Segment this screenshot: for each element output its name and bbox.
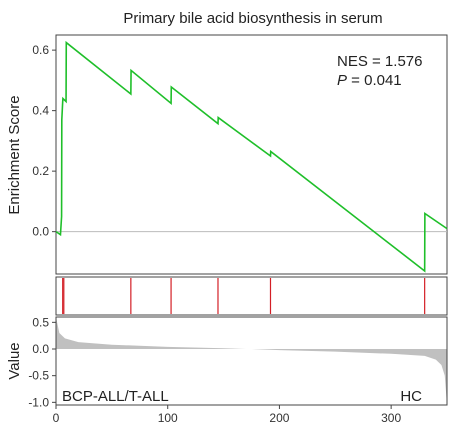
x-tick-label: 0	[53, 411, 60, 425]
hits-panel-frame	[55, 276, 448, 316]
value-y-tick-label: -1.0	[28, 395, 49, 409]
gene-hits-panel	[55, 276, 448, 316]
es-y-tick-label: 0.2	[32, 164, 49, 178]
chart-title: Primary bile acid biosynthesis in serum	[123, 10, 382, 27]
x-axis-ticks: 0 100 200 300	[53, 405, 401, 425]
x-tick-label: 100	[158, 411, 178, 425]
enrichment-score-line	[55, 40, 448, 273]
group-right-label: HC	[400, 388, 422, 405]
es-y-ticks: 0.0 0.2 0.4 0.6	[32, 43, 56, 239]
es-y-tick-label: 0.4	[32, 104, 49, 118]
es-panel-frame	[55, 34, 448, 275]
p-value-label: P = 0.041	[337, 72, 402, 89]
value-y-tick-label: 0.0	[32, 342, 49, 356]
ranked-value-panel: -1.0 -0.5 0.0 0.5 Value BCP-ALL/T-ALL HC	[6, 315, 448, 409]
value-y-tick-label: -0.5	[28, 369, 49, 383]
value-panel-frame	[55, 316, 448, 406]
p-value: = 0.041	[347, 72, 402, 89]
x-tick-label: 300	[381, 411, 401, 425]
es-y-tick-label: 0.0	[32, 225, 49, 239]
nes-label: NES = 1.576	[337, 53, 422, 70]
es-y-axis-label: Enrichment Score	[6, 95, 23, 214]
p-symbol: P	[337, 72, 347, 89]
value-y-tick-label: 0.5	[32, 315, 49, 329]
es-y-tick-label: 0.6	[32, 43, 49, 57]
group-left-label: BCP-ALL/T-ALL	[62, 388, 169, 405]
value-y-ticks: -1.0 -0.5 0.0 0.5	[28, 315, 56, 409]
value-y-axis-label: Value	[6, 342, 23, 379]
hit-bars	[62, 278, 426, 314]
enrichment-score-panel: 0.0 0.2 0.4 0.6 NES = 1.576 P = 0.041 Enric…	[6, 34, 448, 275]
x-tick-label: 200	[269, 411, 289, 425]
